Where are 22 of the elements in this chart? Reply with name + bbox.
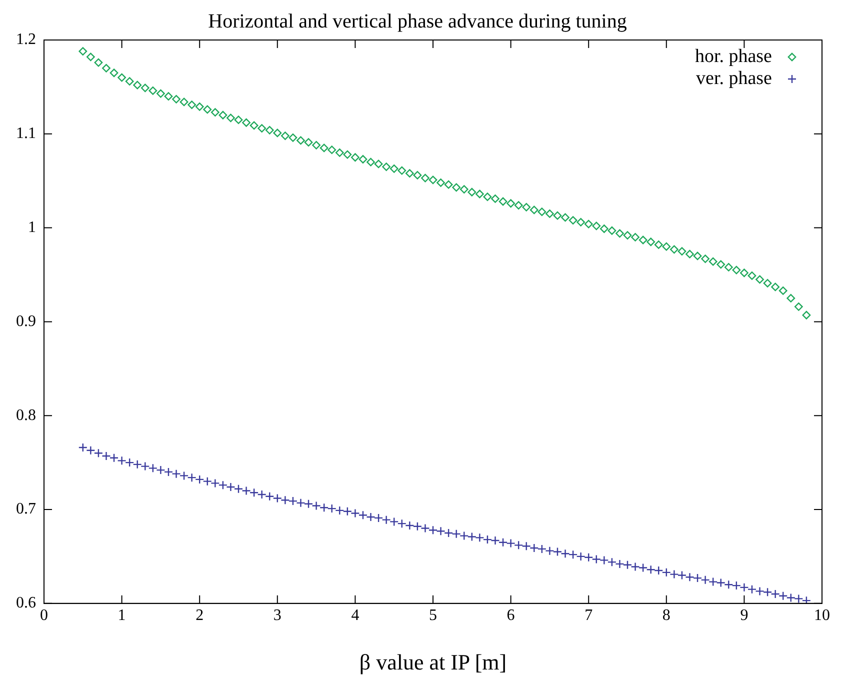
x-tick-label: 3 [273,607,282,624]
x-tick-label: 0 [40,607,48,624]
y-tick-label: 0.6 [16,594,36,612]
x-tick-label: 10 [814,607,830,624]
y-tick-label: 1 [28,219,36,236]
y-tick-label: 1.2 [16,31,36,48]
legend-label: ver. phase [696,68,772,89]
y-tick-label: 0.7 [16,500,36,518]
y-tick-label: 1.1 [16,125,36,142]
x-tick-label: 7 [584,607,593,624]
x-tick-label: 1 [118,607,126,624]
chart-title: Horizontal and vertical phase advance during tuning [208,10,627,32]
x-tick-label: 6 [506,607,515,624]
x-tick-label: 9 [740,607,748,624]
x-tick-label: 4 [351,607,360,624]
x-tick-label: 5 [429,607,437,624]
x-tick-label: 2 [196,607,204,624]
y-tick-label: 0.9 [16,312,36,330]
legend-label: hor. phase [694,46,772,67]
x-tick-label: 8 [662,607,670,624]
y-tick-label: 0.8 [16,406,36,424]
x-axis-title: β value at IP [m] [359,650,507,675]
